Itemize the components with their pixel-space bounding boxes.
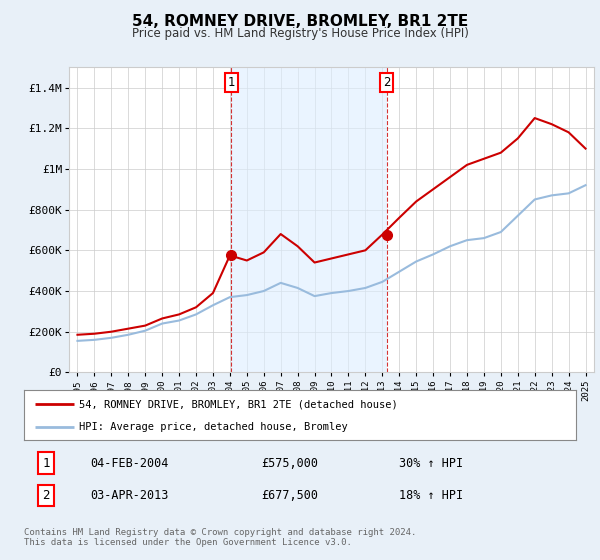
Bar <box>231 67 386 372</box>
Text: £575,000: £575,000 <box>262 456 319 470</box>
Text: HPI: Average price, detached house, Bromley: HPI: Average price, detached house, Brom… <box>79 422 348 432</box>
Text: 1: 1 <box>43 456 50 470</box>
Text: Contains HM Land Registry data © Crown copyright and database right 2024.
This d: Contains HM Land Registry data © Crown c… <box>24 528 416 547</box>
Text: 30% ↑ HPI: 30% ↑ HPI <box>400 456 463 470</box>
Text: 1: 1 <box>227 76 235 90</box>
Text: 2: 2 <box>383 76 390 90</box>
Text: 04-FEB-2004: 04-FEB-2004 <box>90 456 169 470</box>
Text: 03-APR-2013: 03-APR-2013 <box>90 489 169 502</box>
Text: £677,500: £677,500 <box>262 489 319 502</box>
Text: Price paid vs. HM Land Registry's House Price Index (HPI): Price paid vs. HM Land Registry's House … <box>131 27 469 40</box>
Text: 18% ↑ HPI: 18% ↑ HPI <box>400 489 463 502</box>
Text: 54, ROMNEY DRIVE, BROMLEY, BR1 2TE (detached house): 54, ROMNEY DRIVE, BROMLEY, BR1 2TE (deta… <box>79 399 398 409</box>
Text: 2: 2 <box>43 489 50 502</box>
Text: 54, ROMNEY DRIVE, BROMLEY, BR1 2TE: 54, ROMNEY DRIVE, BROMLEY, BR1 2TE <box>132 14 468 29</box>
